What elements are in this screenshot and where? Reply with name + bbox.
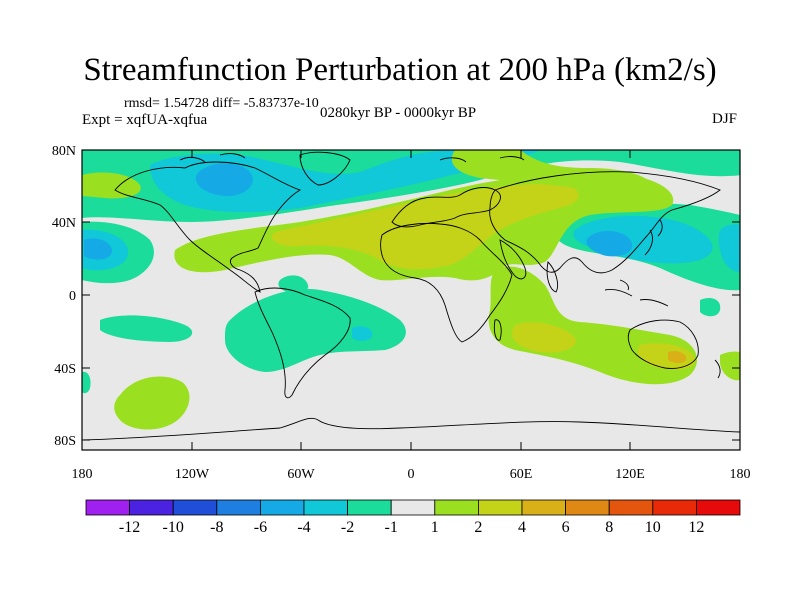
contour-neg-sw-edge xyxy=(82,371,91,394)
colorbar-label-8: 2 xyxy=(474,519,482,536)
colorbar-box-11 xyxy=(565,499,610,516)
lat-label-80n: 80N xyxy=(52,144,76,159)
coast-madagascar xyxy=(493,319,502,341)
colorbar-label-7: 1 xyxy=(431,519,439,536)
rmsd-diff-stats: rmsd= 1.54728 diff= -5.83737e-10 xyxy=(124,96,319,111)
lon-label-180-left: 180 xyxy=(72,467,93,482)
colorbar-label-6: -1 xyxy=(385,519,398,536)
contour-neg-east-pacific xyxy=(100,315,193,342)
colorbar-label-1: -10 xyxy=(163,519,184,536)
contour-neg-north-core xyxy=(195,163,253,197)
contour-pos-australia-core xyxy=(668,351,687,363)
contour-pos-arctic-right xyxy=(710,150,740,176)
lat-label-0: 0 xyxy=(69,289,76,304)
colorbar-box-3 xyxy=(216,499,261,516)
colorbar-box-9 xyxy=(477,499,523,516)
coast-japan xyxy=(644,219,663,256)
lon-label-0: 0 xyxy=(408,467,415,482)
coast-arctic-islands xyxy=(179,153,525,163)
colorbar-label-2: -8 xyxy=(210,519,223,536)
coast-australia xyxy=(627,319,699,369)
contour-pos-south-pacific xyxy=(114,376,190,430)
contour-neg-pacific-core xyxy=(586,230,633,257)
contour-pos-north-belt-inner xyxy=(271,183,579,270)
contour-pos-africa-south-inner xyxy=(512,322,576,353)
contour-pos-north-west-small xyxy=(82,172,141,199)
lat-label-80s: 80S xyxy=(54,434,76,449)
lon-label-180-right: 180 xyxy=(730,467,751,482)
colorbar-label-10: 6 xyxy=(562,519,570,536)
colorbar-box-2 xyxy=(172,499,218,516)
colorbar-label-11: 8 xyxy=(605,519,613,536)
contour-neg-south-atlantic xyxy=(225,289,406,372)
colorbar-label-9: 4 xyxy=(518,519,526,536)
coast-asia xyxy=(489,171,721,274)
contour-neg-far-east-south xyxy=(700,298,721,317)
colorbar-label-12: 10 xyxy=(645,519,661,536)
colorbar-box-14 xyxy=(696,499,741,516)
map-field xyxy=(82,150,740,450)
colorbar-box-12 xyxy=(608,499,654,516)
colorbar-boxes xyxy=(85,499,741,516)
colorbar-box-5 xyxy=(303,499,348,516)
colorbar-box-0 xyxy=(85,499,130,516)
contour-neg-west-core xyxy=(84,238,113,260)
lon-label-60w: 60W xyxy=(287,467,315,482)
period-label: 0280kyr BP - 0000kyr BP xyxy=(320,105,477,121)
axis-ticks xyxy=(82,149,740,450)
coast-north-america xyxy=(114,161,302,293)
contour-pos-northeast xyxy=(451,150,650,194)
coast-arabia-india xyxy=(499,239,559,293)
lon-label-120e: 120E xyxy=(615,467,645,482)
coast-new-zealand xyxy=(714,359,721,379)
colorbar-label-0: -12 xyxy=(119,519,140,536)
coast-europe xyxy=(391,187,501,228)
colorbar-box-8 xyxy=(434,499,479,516)
colorbar-box-1 xyxy=(129,499,174,516)
experiment-label: Expt = xqfUA-xqfua xyxy=(82,112,208,128)
colorbar-label-13: 12 xyxy=(688,519,704,536)
colorbar-labels: -12 -10 -8 -6 -4 -2 -1 1 2 4 6 8 10 12 xyxy=(119,519,704,536)
coast-greenland xyxy=(299,151,351,186)
coastlines xyxy=(82,151,740,441)
lon-label-60e: 60E xyxy=(510,467,533,482)
season-label: DJF xyxy=(712,111,738,127)
colorbar-box-10 xyxy=(521,499,566,516)
contour-pos-south-far-east xyxy=(720,351,740,381)
coast-indonesia xyxy=(604,279,669,307)
colorbar-box-4 xyxy=(259,499,305,516)
lat-label-40s: 40S xyxy=(54,362,76,377)
coast-south-america xyxy=(254,287,351,399)
contour-pos-australia-inner xyxy=(637,343,696,370)
contour-neg-east-edge xyxy=(718,224,740,272)
contour-neg-south-core xyxy=(352,326,373,341)
colorbar-label-3: -6 xyxy=(254,519,267,536)
colorbar-label-5: -2 xyxy=(341,519,354,536)
plot-title: Streamfunction Perturbation at 200 hPa (… xyxy=(83,52,717,88)
lat-label-40n: 40N xyxy=(52,216,76,231)
lon-label-120w: 120W xyxy=(175,467,210,482)
colorbar-box-6 xyxy=(347,499,392,516)
colorbar-label-4: -4 xyxy=(297,519,310,536)
colorbar-box-13 xyxy=(652,499,697,516)
coast-africa xyxy=(380,223,513,343)
coast-antarctica xyxy=(82,417,740,441)
colorbar-box-7 xyxy=(390,499,436,516)
